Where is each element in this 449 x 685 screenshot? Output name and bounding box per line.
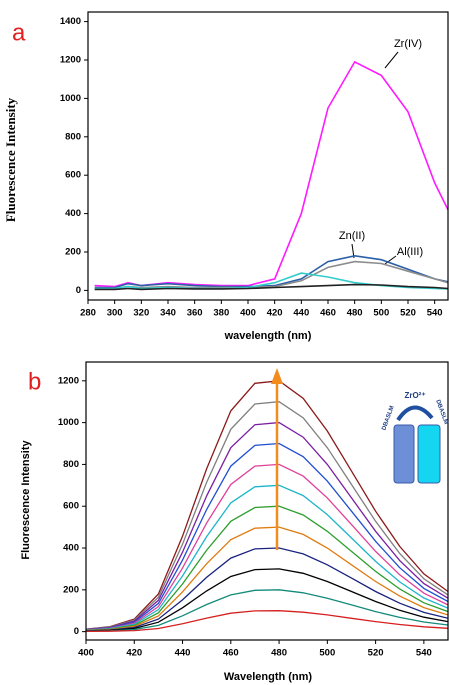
annotation: Al(III): [397, 246, 423, 258]
y-axis-title: Fluorescence Intensity: [3, 97, 18, 222]
series-line: [86, 463, 448, 631]
y-tick-label: 1200: [58, 375, 79, 386]
series-line: [94, 283, 448, 291]
plot-area: 0 200 400 600 800 1000 1200 1400 280 300 320 340 360…: [60, 11, 449, 319]
trend-arrowhead: [271, 368, 283, 384]
vial: [393, 424, 415, 484]
x-tick-label: 300: [107, 308, 123, 319]
x-tick-label: 480: [347, 308, 363, 319]
x-tick-label: 400: [240, 308, 256, 319]
x-tick-label: 500: [373, 308, 389, 319]
x-tick-label: 520: [368, 648, 384, 659]
y-tick-label: 0: [76, 285, 81, 296]
x-axis-title: Wavelength (nm): [224, 671, 313, 683]
x-tick-label: 520: [400, 308, 416, 319]
series-line: [86, 484, 448, 631]
x-tick-label: 340: [160, 308, 176, 319]
y-tick-label: 400: [63, 543, 79, 554]
y-tick-label: 200: [63, 584, 79, 595]
series-line: [86, 526, 448, 632]
series-line: [86, 442, 448, 631]
panel-label: b: [28, 368, 41, 395]
plot-area: 0 200 400 600 800 1000 1200 400 420 440 460 480 500 5…: [58, 361, 449, 659]
x-tick-label: 360: [187, 308, 203, 319]
lines: [94, 60, 448, 291]
series-line: [86, 421, 448, 631]
y-tick-label: 1000: [58, 417, 79, 428]
x-tick-label: 420: [126, 648, 142, 659]
x-tick-label: 480: [271, 648, 287, 659]
x-tick-label: 500: [319, 648, 335, 659]
inset-arrow: [396, 405, 434, 422]
y-axis-title: Fluorescence Intensity: [20, 440, 32, 560]
series-line: [86, 380, 448, 630]
inset-text: ZrO²⁺: [404, 391, 425, 400]
x-tick-label: 440: [175, 648, 191, 659]
annotation-arrow: [384, 255, 397, 265]
y-tick-label: 1400: [60, 16, 81, 27]
series-line: [94, 254, 448, 289]
y-tick-label: 400: [65, 208, 81, 219]
x-tick-label: 320: [133, 308, 149, 319]
series-line: [86, 610, 448, 633]
vial: [417, 424, 441, 484]
y-tick-label: 800: [63, 459, 79, 470]
inset-photo: ZrO²⁺ DBASLM DBASLM: [378, 378, 449, 488]
y-tick-label: 600: [65, 170, 81, 181]
series-line: [94, 60, 448, 288]
x-tick-label: 540: [427, 308, 443, 319]
series-line: [86, 547, 448, 632]
annotation: Zn(II): [339, 230, 365, 242]
annotation: Zr(IV): [394, 38, 422, 50]
x-tick-label: 280: [80, 308, 96, 319]
axis-frame: [85, 361, 449, 641]
x-axis-title: wavelength (nm): [224, 330, 312, 342]
x-tick-label: 460: [223, 648, 239, 659]
x-tick-label: 400: [78, 648, 94, 659]
series-line: [86, 401, 448, 630]
y-tick-label: 1000: [60, 93, 81, 104]
x-tick-label: 380: [213, 308, 229, 319]
series-line: [86, 505, 448, 632]
lines: [86, 380, 448, 633]
x-tick-label: 420: [267, 308, 283, 319]
axis-frame: [87, 11, 449, 301]
x-tick-label: 440: [293, 308, 309, 319]
y-tick-label: 0: [74, 626, 79, 637]
x-tick-label: 540: [416, 648, 432, 659]
x-tick-label: 460: [320, 308, 336, 319]
series-line: [86, 568, 448, 632]
panel-label: a: [12, 19, 26, 46]
y-tick-label: 600: [63, 501, 79, 512]
y-tick-label: 1200: [60, 55, 81, 66]
annotation-arrow: [384, 51, 399, 69]
y-tick-label: 200: [65, 247, 81, 258]
series-line: [86, 589, 448, 632]
y-tick-label: 800: [65, 131, 81, 142]
